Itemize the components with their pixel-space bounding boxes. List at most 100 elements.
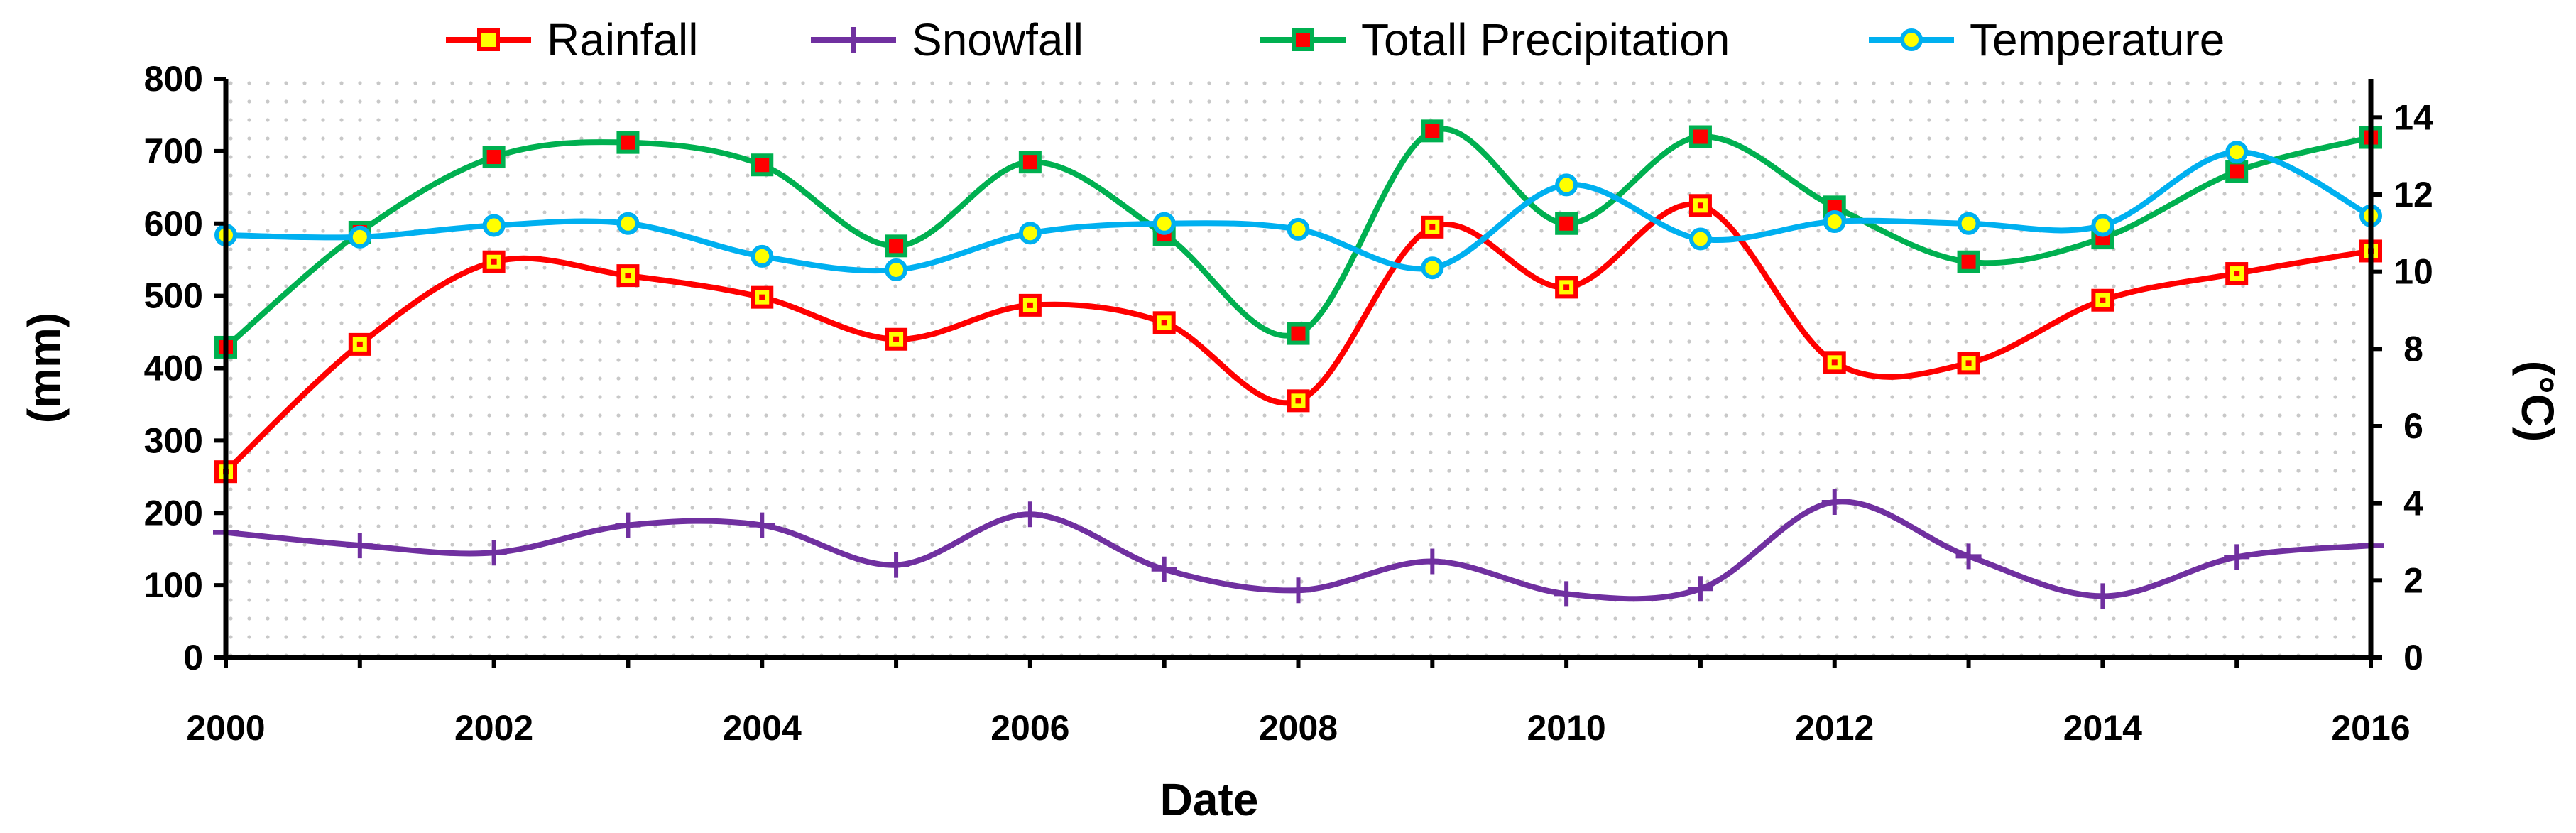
totall-precipitation-point — [1287, 322, 1310, 345]
snowfall-point — [1151, 556, 1177, 582]
y-tick-label: 400 — [144, 349, 203, 388]
snowfall-point — [883, 552, 910, 578]
legend-label: Temperature — [1970, 14, 2225, 65]
series-snowfall — [213, 489, 2384, 609]
y2-tick-label: 14 — [2394, 97, 2433, 137]
temperature-point — [2091, 214, 2114, 237]
x-tick-label: 2014 — [2063, 708, 2142, 748]
rainfall-point-core — [2234, 271, 2240, 277]
y-tick-label: 500 — [144, 276, 203, 316]
temperature-point — [616, 212, 640, 235]
legend-label: Snowfall — [912, 14, 1084, 65]
snowfall-point — [481, 540, 507, 566]
snowfall-point — [2224, 544, 2250, 570]
y-axis-title: (mm) — [18, 312, 70, 423]
legend-label: Rainfall — [547, 14, 698, 65]
y2-tick-label: 8 — [2403, 329, 2423, 369]
rainfall-point-core — [1965, 360, 1972, 366]
rainfall-point-core — [759, 294, 765, 300]
y2-tick-label: 10 — [2394, 252, 2433, 292]
y2-tick-label: 12 — [2394, 175, 2433, 214]
temperature-line — [223, 149, 2374, 274]
x-tick-label: 2004 — [723, 708, 802, 748]
temperature-point — [1287, 217, 1310, 241]
legend-label: Totall Precipitation — [1361, 14, 1730, 65]
rainfall-point-core — [2100, 297, 2106, 303]
x-tick-label: 2010 — [1527, 708, 1606, 748]
snowfall-point — [346, 533, 373, 559]
totall-precipitation-point — [1957, 250, 1980, 273]
y2-tick-label: 6 — [2403, 406, 2423, 446]
rainfall-point-core — [1429, 224, 1436, 230]
snowfall-point — [1017, 501, 1043, 528]
legend-swatch-marker — [1900, 28, 1923, 51]
y-tick-label: 800 — [144, 59, 203, 99]
totall-precipitation-point — [1688, 125, 1712, 148]
legend-item-totall-precipitation: Totall Precipitation — [1260, 14, 1730, 65]
series-rainfall — [214, 194, 2382, 484]
y2-tick-label: 0 — [2403, 638, 2423, 677]
temperature-point — [1421, 256, 1444, 280]
legend-item-rainfall: Rainfall — [446, 14, 698, 65]
temperature-point — [1152, 212, 1176, 235]
temperature-point — [885, 258, 908, 281]
y-tick-label: 200 — [144, 493, 203, 533]
rainfall-point-core — [1027, 302, 1033, 308]
legend: Rainfall Snowfall Totall Precipitation Temp… — [446, 14, 2225, 65]
y-tick-label: 600 — [144, 204, 203, 244]
temperature-point — [348, 225, 371, 249]
legend-item-temperature: Temperature — [1869, 14, 2225, 65]
y2-tick-label: 4 — [2403, 484, 2423, 523]
temperature-point — [1688, 227, 1712, 251]
rainfall-point — [1823, 351, 1846, 374]
x-tick-label: 2000 — [186, 708, 265, 748]
y-tick-label: 700 — [144, 131, 203, 171]
snowfall-point — [749, 512, 775, 538]
temperature-point — [2225, 141, 2249, 164]
rainfall-point-core — [625, 273, 631, 279]
x-tick-label: 2006 — [990, 708, 1069, 748]
y-tick-label: 0 — [183, 638, 203, 677]
snowfall-point — [1955, 543, 1982, 570]
rainfall-point — [2091, 288, 2114, 312]
snowfall-point — [1419, 548, 1446, 575]
rainfall-point-core — [1563, 284, 1570, 290]
x-tick-label: 2002 — [454, 708, 533, 748]
x-tick-label: 2008 — [1259, 708, 1338, 748]
legend-swatch-marker — [841, 27, 866, 53]
temperature-point — [1823, 210, 1846, 234]
rainfall-point — [1152, 311, 1176, 334]
totall-precipitation-point — [1421, 119, 1444, 143]
totall-precipitation-point — [1018, 151, 1042, 174]
rainfall-point-core — [1697, 202, 1703, 209]
y-tick-label: 100 — [144, 565, 203, 605]
snowfall-point — [1687, 576, 1713, 602]
snowfall-point — [2090, 583, 2116, 609]
snowfall-point — [615, 512, 641, 538]
snowfall-point — [1285, 577, 1311, 604]
snowfall-point — [1554, 581, 1580, 607]
temperature-point — [1957, 212, 1980, 235]
x-axis-title: Date — [1160, 774, 1259, 825]
rainfall-point — [348, 332, 371, 356]
temperature-point — [1555, 173, 1578, 197]
totall-precipitation-point — [482, 146, 506, 169]
totall-precipitation-point — [1555, 212, 1578, 235]
temperature-point — [751, 244, 774, 268]
y2-axis-title: (°C) — [2512, 361, 2563, 442]
rainfall-point-core — [893, 336, 900, 342]
plot-area — [226, 79, 2371, 658]
y-tick-label: 300 — [144, 420, 203, 460]
legend-item-snowfall: Snowfall — [811, 14, 1084, 65]
rainfall-point-core — [1295, 398, 1301, 404]
rainfall-point-core — [356, 341, 363, 347]
totall-precipitation-point — [885, 234, 908, 258]
rainfall-point — [885, 327, 908, 351]
x-tick-label: 2016 — [2331, 708, 2410, 748]
totall-precipitation-point — [751, 153, 774, 177]
rainfall-point-core — [1161, 320, 1167, 326]
x-tick-label: 2012 — [1795, 708, 1874, 748]
totall-precipitation-point — [2225, 160, 2249, 183]
y2-tick-label: 2 — [2403, 560, 2423, 600]
